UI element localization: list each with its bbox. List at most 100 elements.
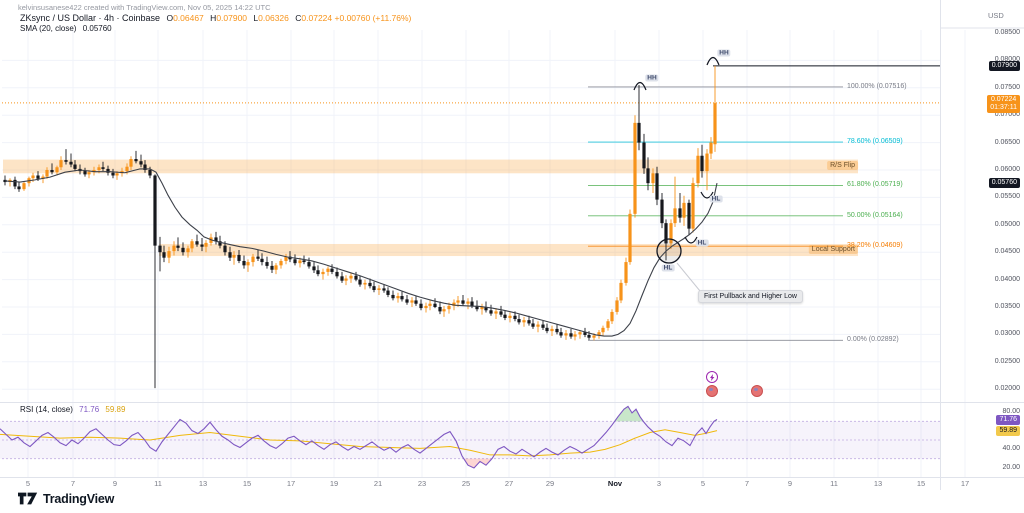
candle[interactable] — [73, 164, 77, 169]
candle[interactable] — [218, 241, 222, 246]
candle[interactable] — [326, 268, 330, 272]
candle[interactable] — [125, 166, 129, 172]
candle[interactable] — [673, 208, 677, 224]
candle[interactable] — [232, 254, 236, 258]
candle[interactable] — [176, 245, 180, 248]
candle[interactable] — [447, 305, 451, 310]
candle[interactable] — [22, 183, 26, 190]
candle[interactable] — [545, 327, 549, 332]
candle[interactable] — [115, 173, 119, 176]
candle[interactable] — [3, 179, 7, 183]
candle[interactable] — [646, 168, 650, 184]
candle[interactable] — [363, 282, 367, 285]
candle[interactable] — [134, 159, 138, 162]
candle[interactable] — [400, 296, 404, 300]
candle[interactable] — [101, 167, 105, 169]
candle[interactable] — [162, 252, 166, 258]
candle[interactable] — [513, 315, 517, 320]
candle[interactable] — [36, 175, 40, 179]
candle[interactable] — [228, 252, 232, 258]
callout-first-pullback[interactable]: First Pullback and Higher Low — [698, 290, 803, 303]
candle[interactable] — [424, 305, 428, 309]
candle[interactable] — [527, 320, 531, 324]
candle[interactable] — [41, 176, 45, 179]
candle[interactable] — [391, 294, 395, 299]
candle[interactable] — [223, 245, 227, 253]
candle[interactable] — [354, 275, 358, 280]
candle[interactable] — [246, 262, 250, 266]
candle[interactable] — [330, 268, 334, 272]
candle[interactable] — [237, 254, 241, 261]
candle[interactable] — [678, 208, 682, 218]
candle[interactable] — [368, 282, 372, 287]
rsi-ma-line[interactable] — [0, 429, 718, 457]
candle[interactable] — [655, 173, 659, 200]
candle[interactable] — [307, 262, 311, 267]
candle[interactable] — [377, 288, 381, 291]
candle[interactable] — [87, 172, 91, 175]
candle[interactable] — [158, 245, 162, 253]
candle[interactable] — [190, 241, 194, 249]
candle[interactable] — [573, 334, 577, 337]
idea-avatar-icon[interactable] — [706, 385, 718, 397]
price-line-label[interactable]: 0.07224 01:37:11 — [987, 94, 1020, 113]
candle[interactable] — [569, 333, 573, 337]
candle[interactable] — [615, 300, 619, 312]
candle[interactable] — [270, 265, 274, 270]
candle[interactable] — [456, 300, 460, 303]
candle[interactable] — [349, 275, 353, 279]
candle[interactable] — [139, 161, 143, 165]
candle[interactable] — [50, 170, 54, 173]
candle[interactable] — [499, 311, 503, 315]
candle[interactable] — [522, 320, 526, 323]
candle[interactable] — [433, 303, 437, 307]
candle[interactable] — [181, 247, 185, 253]
candle[interactable] — [601, 327, 605, 333]
candle[interactable] — [284, 256, 288, 261]
candle[interactable] — [358, 279, 362, 285]
candle[interactable] — [555, 328, 559, 333]
candle[interactable] — [167, 251, 171, 258]
candle[interactable] — [340, 276, 344, 281]
candle[interactable] — [461, 300, 465, 304]
candle[interactable] — [344, 278, 348, 281]
candle[interactable] — [452, 302, 456, 306]
candle[interactable] — [242, 260, 246, 266]
candle[interactable] — [428, 303, 432, 306]
candle[interactable] — [256, 256, 260, 259]
candle[interactable] — [31, 175, 35, 179]
swing-label-hh[interactable]: HH — [717, 49, 731, 57]
tradingview-logo[interactable]: TradingView — [18, 491, 114, 506]
rsi-line[interactable] — [0, 405, 718, 469]
candle[interactable] — [69, 161, 73, 165]
candle[interactable] — [564, 333, 568, 336]
candle[interactable] — [279, 260, 283, 266]
candle[interactable] — [274, 265, 278, 270]
candle[interactable] — [410, 300, 414, 303]
swing-label-hl[interactable]: HL — [661, 264, 675, 272]
candle[interactable] — [214, 237, 218, 242]
swing-label-hl[interactable]: HL — [695, 239, 709, 247]
candle[interactable] — [419, 303, 423, 309]
candle[interactable] — [260, 258, 264, 263]
candle[interactable] — [386, 290, 390, 295]
candle[interactable] — [321, 271, 325, 275]
candle[interactable] — [153, 175, 157, 246]
candle[interactable] — [111, 172, 115, 176]
candle[interactable] — [687, 202, 691, 229]
candle[interactable] — [129, 159, 133, 167]
candle[interactable] — [664, 223, 668, 244]
swing-arc[interactable] — [700, 191, 714, 199]
candle[interactable] — [204, 242, 208, 247]
swing-arc[interactable] — [706, 56, 720, 66]
candle[interactable] — [148, 170, 152, 176]
candle[interactable] — [470, 301, 474, 306]
candle[interactable] — [700, 155, 704, 172]
candle[interactable] — [578, 332, 582, 335]
candle[interactable] — [59, 160, 63, 168]
candle[interactable] — [559, 332, 563, 336]
candle[interactable] — [335, 271, 339, 277]
candle[interactable] — [536, 324, 540, 327]
candle[interactable] — [293, 259, 297, 264]
candle[interactable] — [705, 153, 709, 172]
